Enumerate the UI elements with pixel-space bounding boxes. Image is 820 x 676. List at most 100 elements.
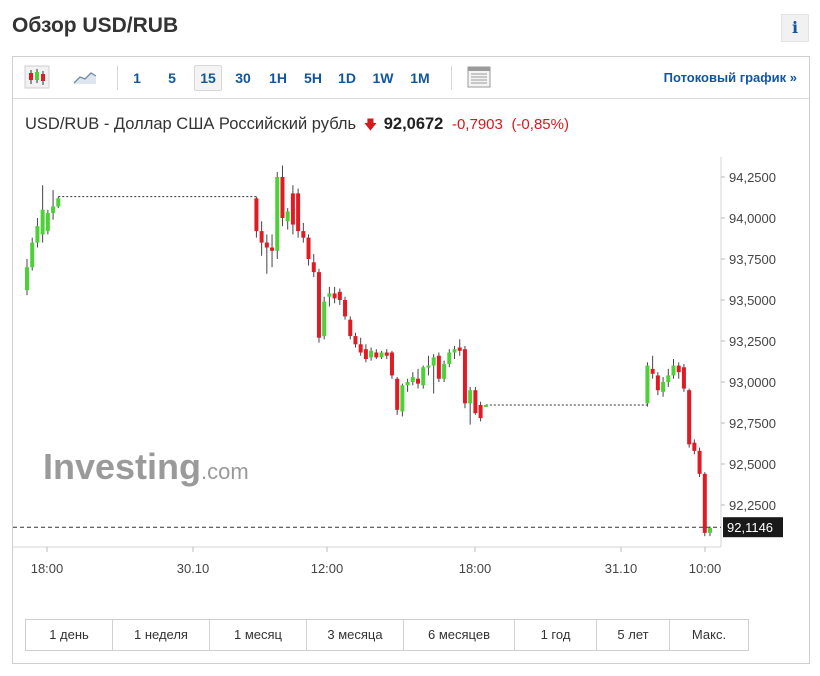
candle-body	[316, 272, 321, 338]
candle-body	[327, 293, 332, 297]
candle-body	[400, 385, 405, 412]
candle-body	[687, 390, 692, 445]
candle-body	[343, 300, 348, 317]
candle-body	[290, 193, 295, 225]
range-3-months[interactable]: 3 месяца	[307, 620, 404, 650]
quote-header: USD/RUB - Доллар США Российский рубль 🡇 …	[25, 115, 569, 138]
range-1-year[interactable]: 1 год	[515, 620, 597, 650]
candle-body	[676, 365, 681, 373]
time-range-selector: 1 день 1 неделя 1 месяц 3 месяца 6 месяц…	[25, 619, 749, 651]
area-chart-icon[interactable]	[71, 64, 99, 90]
candle-body	[30, 242, 35, 268]
candle-body	[671, 365, 676, 376]
chart-toolbar: 1 5 15 30 1H 5H 1D 1W 1M Потоковый графи…	[13, 57, 809, 99]
candle-body	[447, 352, 452, 364]
candle-body	[322, 301, 327, 337]
candle-body	[56, 198, 61, 207]
candle-body	[35, 226, 40, 243]
x-tick-label: 12:00	[311, 561, 344, 576]
info-button[interactable]: i	[781, 14, 809, 42]
candle-body	[426, 365, 431, 368]
candle-body	[379, 352, 384, 358]
candle-body	[702, 473, 707, 533]
candle-body	[296, 193, 301, 232]
range-max[interactable]: Макс.	[691, 627, 727, 642]
candle-body	[661, 382, 666, 392]
candle-body	[410, 377, 415, 382]
candle-body	[285, 211, 290, 222]
interval-5[interactable]: 5	[168, 70, 176, 86]
candle-body	[358, 344, 363, 353]
price-chart[interactable]: Investing .com 94,2500 94,0000 93,7500 93,500…	[13, 57, 809, 617]
interval-1d[interactable]: 1D	[338, 70, 356, 86]
toolbar-divider	[117, 66, 118, 90]
last-price-tag	[723, 517, 783, 538]
interval-1h[interactable]: 1H	[269, 70, 287, 86]
candle-body	[51, 206, 56, 214]
x-tick-label: 18:00	[31, 561, 64, 576]
candle-body	[416, 378, 421, 384]
candle-body	[369, 350, 374, 358]
watermark-brand: Investing	[43, 446, 201, 487]
candle-body	[468, 390, 473, 404]
candle-body	[353, 336, 358, 345]
range-6-months[interactable]: 6 месяцев	[404, 620, 515, 650]
range-1-day[interactable]: 1 день	[26, 620, 113, 650]
candle-body	[301, 231, 306, 238]
candle-body	[431, 357, 436, 366]
interval-30[interactable]: 30	[235, 70, 251, 86]
candle-body	[442, 363, 447, 379]
interval-1m[interactable]: 1M	[410, 70, 430, 86]
last-price-label: 92,1146	[727, 520, 773, 535]
candle-body	[405, 382, 410, 386]
y-tick-label: 92,7500	[729, 416, 776, 431]
y-tick-label: 93,0000	[729, 375, 776, 390]
candle-body	[259, 231, 264, 243]
interval-1w[interactable]: 1W	[372, 70, 394, 86]
down-arrow-icon: 🡇	[363, 117, 378, 132]
candle-body	[708, 527, 712, 533]
range-1-week[interactable]: 1 неделя	[113, 620, 210, 650]
y-tick-label: 93,5000	[729, 293, 776, 308]
candle-body	[45, 213, 50, 232]
candle-body	[650, 368, 655, 374]
interval-15[interactable]: 15	[194, 65, 222, 91]
last-price: 92,0672	[383, 115, 444, 133]
candle-body	[457, 347, 462, 351]
chart-panel: 1 5 15 30 1H 5H 1D 1W 1M Потоковый графи…	[12, 56, 810, 664]
candle-body	[478, 404, 483, 419]
range-5-years[interactable]: 5 лет	[597, 620, 670, 650]
candle-body	[483, 404, 488, 407]
candle-body	[254, 198, 259, 232]
price-change-percent: (-0,85%)	[511, 116, 569, 133]
watermark-suffix: .com	[201, 459, 249, 484]
candle-body	[645, 365, 650, 404]
candle-body	[462, 349, 467, 404]
candle-body	[311, 262, 316, 273]
candle-body	[348, 319, 353, 337]
interval-1[interactable]: 1	[133, 70, 141, 86]
y-tick-label: 93,7500	[729, 252, 776, 267]
x-tick-label: 30.10	[177, 561, 210, 576]
y-tick-label: 93,2500	[729, 334, 776, 349]
candle-body	[473, 390, 478, 414]
candle-body	[655, 375, 660, 391]
candlestick-chart-icon[interactable]	[23, 64, 51, 90]
page-title: Обзор USD/RUB	[12, 14, 179, 37]
candle-body	[40, 209, 45, 235]
candle-body	[697, 450, 702, 474]
interval-5h[interactable]: 5H	[304, 70, 322, 86]
y-tick-label: 94,2500	[729, 170, 776, 185]
candle-body	[389, 352, 394, 376]
candle-body	[421, 367, 426, 386]
candle-body	[436, 355, 441, 379]
toolbar-divider	[451, 66, 452, 90]
streaming-chart-link[interactable]: Потоковый график »	[663, 70, 797, 85]
y-tick-label: 92,2500	[729, 498, 776, 513]
table-view-icon[interactable]	[465, 64, 493, 90]
range-1-month[interactable]: 1 месяц	[210, 620, 307, 650]
candle-body	[332, 293, 337, 299]
candle-body	[363, 349, 368, 360]
candle-body	[280, 177, 285, 218]
x-tick-label: 18:00	[459, 561, 492, 576]
